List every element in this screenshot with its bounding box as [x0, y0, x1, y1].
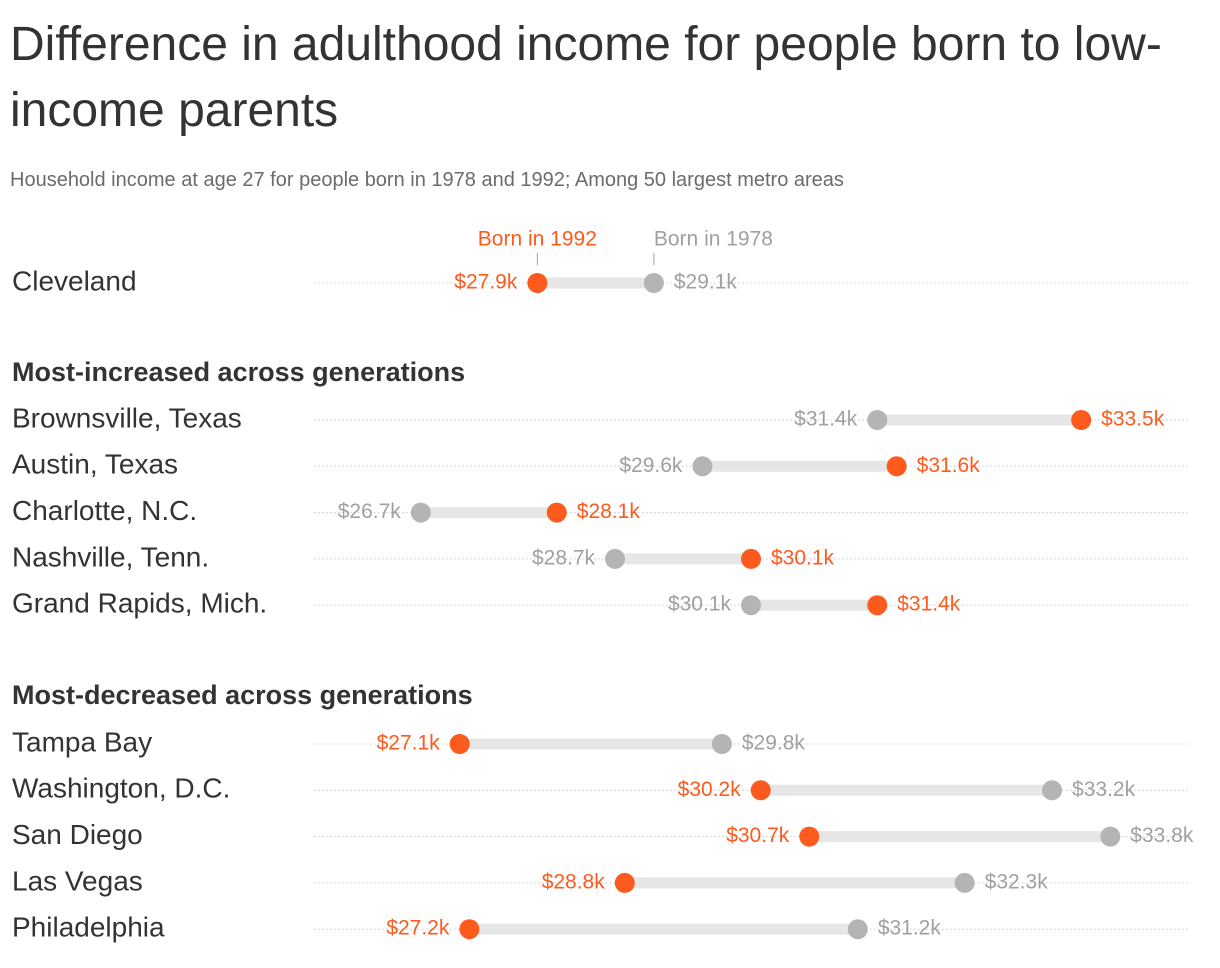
value-label-1978-grand-rapids-mich: $30.1k — [668, 593, 732, 616]
dot-1978-washington-d-c — [1042, 780, 1063, 801]
value-label-1992-tampa-bay: $27.1k — [377, 732, 441, 755]
value-label-1978-washington-d-c: $33.2k — [1072, 778, 1136, 801]
chart-subtitle: Household income at age 27 for people bo… — [10, 169, 844, 191]
dot-1978-grand-rapids-mich — [741, 595, 761, 616]
group-title-2: Most-decreased across generations — [12, 680, 473, 710]
value-label-1992-san-diego: $30.7k — [726, 824, 790, 847]
value-label-1978-austin-texas: $29.6k — [619, 454, 683, 477]
dot-1992-grand-rapids-mich — [867, 595, 888, 616]
value-label-1978-philadelphia: $31.2k — [878, 917, 942, 940]
value-label-1978-las-vegas: $32.3k — [985, 870, 1049, 893]
dot-1992-philadelphia — [459, 919, 480, 940]
dot-1978-austin-texas — [692, 456, 713, 477]
value-label-1992-philadelphia: $27.2k — [386, 917, 450, 940]
value-label-1978-nashville-tenn: $28.7k — [532, 546, 596, 569]
dot-1992-tampa-bay — [449, 734, 470, 754]
row-label-nashville-tenn: Nashville, Tenn. — [12, 541, 209, 572]
dot-1978-brownsville-texas — [867, 410, 888, 430]
row-label-washington-d-c: Washington, D.C. — [12, 773, 230, 804]
value-label-1978-cleveland: $29.1k — [674, 271, 738, 294]
value-label-1992-grand-rapids-mich: $31.4k — [897, 593, 961, 616]
value-label-1992-brownsville-texas: $33.5k — [1101, 408, 1165, 431]
legend-born-1978: Born in 1978 — [654, 228, 773, 251]
dot-1992-brownsville-texas — [1071, 410, 1092, 430]
legend-born-1992: Born in 1992 — [478, 228, 597, 251]
row-label-brownsville-texas: Brownsville, Texas — [12, 402, 242, 433]
row-label-charlotte-n-c: Charlotte, N.C. — [12, 495, 197, 526]
row-label-las-vegas: Las Vegas — [12, 865, 143, 896]
value-label-1992-las-vegas: $28.8k — [542, 870, 606, 893]
chart-title: Difference in adulthood income for peopl… — [10, 18, 1162, 137]
row-label-tampa-bay: Tampa Bay — [12, 726, 152, 757]
dot-1978-philadelphia — [847, 919, 868, 940]
dot-1992-austin-texas — [886, 456, 907, 477]
dot-1978-tampa-bay — [711, 734, 732, 754]
dot-1992-charlotte-n-c — [546, 502, 567, 523]
dot-1978-san-diego — [1100, 826, 1121, 847]
dot-1992-nashville-tenn — [741, 548, 761, 569]
value-label-1992-austin-texas: $31.6k — [917, 454, 981, 477]
value-label-1978-brownsville-texas: $31.4k — [794, 408, 858, 431]
group-title-1: Most-increased across generations — [12, 357, 465, 387]
row-label-grand-rapids-mich: Grand Rapids, Mich. — [12, 588, 267, 619]
row-label-san-diego: San Diego — [12, 819, 143, 850]
row-label-cleveland: Cleveland — [12, 265, 137, 296]
row-label-philadelphia: Philadelphia — [12, 912, 165, 943]
value-label-1978-san-diego: $33.8k — [1130, 824, 1194, 847]
value-label-1978-charlotte-n-c: $26.7k — [338, 500, 402, 523]
value-label-1978-tampa-bay: $29.8k — [742, 732, 806, 755]
dot-1978-charlotte-n-c — [410, 502, 431, 523]
value-label-1992-washington-d-c: $30.2k — [678, 778, 742, 801]
value-label-1992-nashville-tenn: $30.1k — [771, 546, 835, 569]
dot-1978-cleveland — [643, 273, 664, 293]
value-label-1992-cleveland: $27.9k — [454, 271, 518, 294]
dot-1978-nashville-tenn — [605, 548, 626, 569]
dot-1992-washington-d-c — [750, 780, 771, 801]
value-label-1992-charlotte-n-c: $28.1k — [577, 500, 641, 523]
row-label-austin-texas: Austin, Texas — [12, 449, 178, 480]
dot-1992-cleveland — [527, 273, 548, 293]
dot-1992-san-diego — [799, 826, 820, 847]
dot-1992-las-vegas — [614, 872, 635, 893]
dot-1978-las-vegas — [954, 872, 975, 893]
